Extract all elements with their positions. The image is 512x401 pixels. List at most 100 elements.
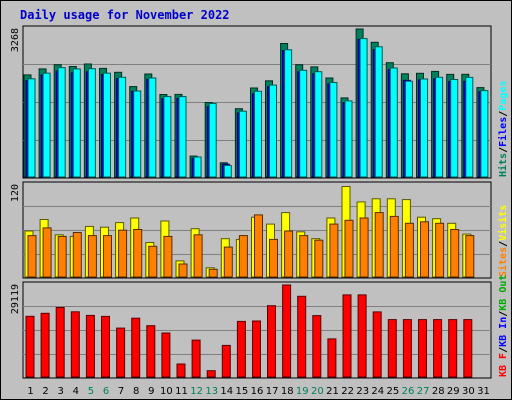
legend-entry: / [498,347,509,353]
x-tick-label: 8 [133,386,139,397]
legend-label: KB F/KB In/KB Out [498,275,509,377]
x-tick-label: 10 [160,386,173,397]
x-tick-label: 2 [42,386,48,397]
bar-kb-f [327,338,337,378]
bar-pages [193,156,202,178]
y-max-label: 120 [10,184,21,202]
bar-sites [314,239,324,278]
legend-entry: Sites [497,247,509,277]
bar-sites [27,235,37,278]
legend-entry: / [498,241,509,247]
bar-pages [254,90,262,178]
bar-pages [57,67,66,178]
bar-kb-f [342,294,352,378]
bar-pages [238,110,247,178]
bar-kb-f [418,319,427,378]
legend-entry: / [498,111,509,117]
bar-sites [450,229,460,278]
bar-pages [344,100,353,178]
x-tick-label: 15 [236,386,249,397]
bar-pages [27,78,36,178]
bar-sites [148,245,158,278]
bar-sites [178,263,188,278]
bar-sites [389,215,399,278]
legend-entry: / [498,147,509,153]
x-tick-label: 24 [371,386,384,397]
bar-kb-f [297,295,307,378]
x-tick-label: 26 [402,386,415,397]
bar-sites [163,235,173,278]
bar-pages [374,46,383,178]
bar-sites [72,232,82,278]
bar-sites [420,221,429,278]
x-tick-label: 17 [266,386,279,397]
bar-kb-f [176,363,186,378]
x-tick-label: 27 [417,386,430,397]
bar-sites [344,219,354,278]
bar-kb-f [161,332,171,378]
bar-kb-f [387,319,397,378]
bar-kb-f [448,319,458,378]
x-tick-label: 16 [251,386,264,397]
legend-entry: KB In [498,317,509,347]
bar-kb-f [267,305,276,378]
x-tick-label: 3 [58,386,64,397]
x-tick-label: 9 [148,386,154,397]
legend-entry: Pages [498,81,509,111]
y-max-label: 29119 [10,284,21,314]
x-tick-label: 20 [311,386,324,397]
legend-label: Hits/Files/Pages [497,81,509,177]
bar-pages [404,80,413,178]
legend-entry: KB Out [498,275,509,311]
bar-kb-f [116,327,126,378]
bar-pages [178,96,187,178]
bar-kb-f [85,314,95,378]
x-tick-label: 11 [175,386,188,397]
bar-kb-f [282,284,292,378]
bar-sites [329,223,339,278]
legend-entry: Files [497,117,509,147]
bar-pages [72,68,81,178]
bar-sites [118,229,128,278]
bar-pages [450,79,459,178]
bar-pages [389,67,398,178]
bar-sites [208,268,218,278]
bar-sites [435,222,445,278]
x-tick-label: 6 [103,386,109,397]
x-tick-label: 7 [118,386,124,397]
legend-entry: Hits [497,153,509,177]
x-tick-label: 4 [73,386,79,397]
bar-pages [223,164,232,178]
legend-entry: KB F [498,353,509,377]
bar-kb-f [463,319,473,378]
bar-pages [208,102,217,178]
bar-kb-f [146,325,156,378]
bar-pages [163,96,172,178]
bar-kb-f [221,344,231,378]
x-tick-label: 29 [447,386,460,397]
bar-kb-f [131,317,141,378]
bar-sites [42,227,52,278]
x-tick-label: 31 [477,386,490,397]
x-tick-label: 25 [387,386,400,397]
bar-sites [87,235,97,278]
bar-kb-f [70,311,80,378]
bar-kb-f [372,311,382,378]
bar-sites [133,229,143,278]
bar-kb-f [357,294,367,378]
legend-entry: Visits [497,205,509,241]
x-tick-label: 14 [220,386,233,397]
bar-sites [269,238,278,278]
bar-pages [148,77,157,178]
bar-sites [299,235,309,278]
bar-sites [465,235,475,278]
bar-pages [118,76,127,178]
bar-kb-f [402,319,412,378]
x-tick-label: 23 [356,386,369,397]
bar-sites [193,234,203,278]
bar-pages [299,69,308,178]
bar-kb-f [252,320,261,378]
bar-sites [374,212,384,278]
